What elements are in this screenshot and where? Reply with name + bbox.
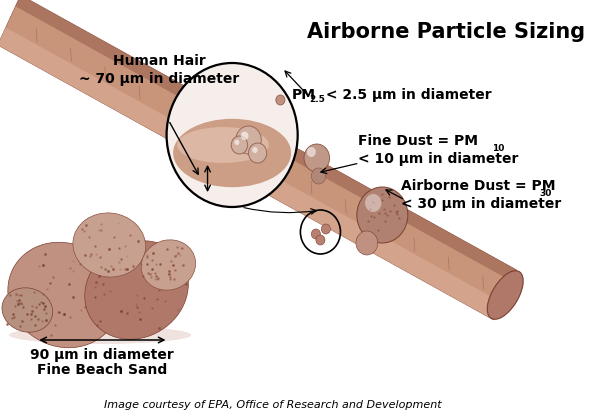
Circle shape xyxy=(304,144,329,172)
Circle shape xyxy=(231,136,248,154)
Text: 30: 30 xyxy=(539,189,551,198)
Text: 90 μm in diameter: 90 μm in diameter xyxy=(30,348,174,362)
Text: Airborne Particle Sizing: Airborne Particle Sizing xyxy=(307,22,585,42)
Text: ~ 70 μm in diameter: ~ 70 μm in diameter xyxy=(79,72,239,86)
Text: < 30 μm in diameter: < 30 μm in diameter xyxy=(401,197,561,211)
Ellipse shape xyxy=(177,127,269,163)
Text: Image courtesy of EPA, Office of Research and Development: Image courtesy of EPA, Office of Researc… xyxy=(104,400,442,410)
Circle shape xyxy=(236,126,261,154)
Ellipse shape xyxy=(85,241,188,339)
Text: PM: PM xyxy=(292,88,316,102)
Circle shape xyxy=(252,147,257,153)
Ellipse shape xyxy=(173,119,291,187)
Circle shape xyxy=(356,231,378,255)
Circle shape xyxy=(316,235,325,245)
Circle shape xyxy=(241,132,248,140)
Text: Human Hair: Human Hair xyxy=(113,54,206,68)
Circle shape xyxy=(311,229,320,239)
Polygon shape xyxy=(0,0,517,320)
Text: 10: 10 xyxy=(491,144,504,153)
Ellipse shape xyxy=(73,213,146,277)
Ellipse shape xyxy=(141,240,196,290)
Text: < 2.5 μm in diameter: < 2.5 μm in diameter xyxy=(322,88,492,102)
Circle shape xyxy=(311,168,326,184)
Circle shape xyxy=(167,63,298,207)
Circle shape xyxy=(357,187,408,243)
Circle shape xyxy=(307,147,316,157)
Text: Airborne Dust = PM: Airborne Dust = PM xyxy=(401,179,555,193)
Circle shape xyxy=(365,194,382,212)
Circle shape xyxy=(235,140,239,145)
Polygon shape xyxy=(0,28,502,320)
Circle shape xyxy=(276,95,285,105)
Text: 2.5: 2.5 xyxy=(310,95,325,103)
Text: Fine Dust = PM: Fine Dust = PM xyxy=(358,134,478,148)
Polygon shape xyxy=(16,0,517,281)
Circle shape xyxy=(322,224,331,234)
Ellipse shape xyxy=(9,326,191,344)
Text: Fine Beach Sand: Fine Beach Sand xyxy=(37,363,167,377)
Circle shape xyxy=(248,143,267,163)
Ellipse shape xyxy=(2,288,53,332)
Ellipse shape xyxy=(8,242,119,348)
Text: < 10 μm in diameter: < 10 μm in diameter xyxy=(358,152,518,166)
Ellipse shape xyxy=(487,271,523,319)
